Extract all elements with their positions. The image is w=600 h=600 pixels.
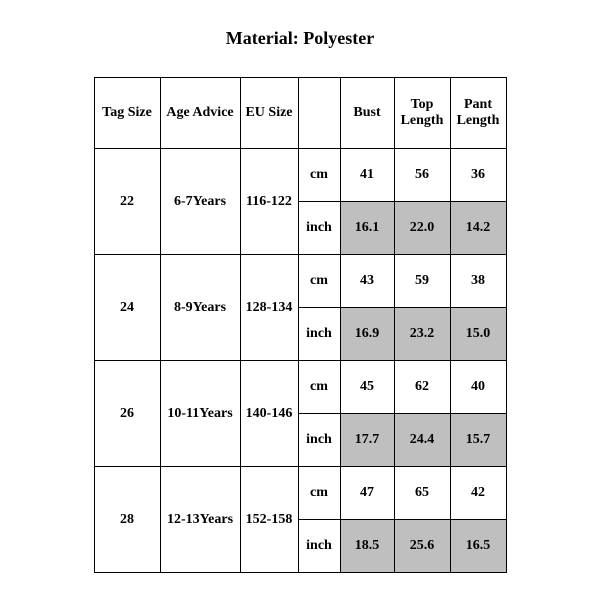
cell-unit-cm: cm [298, 149, 340, 202]
cell-pant-length: 38 [450, 255, 506, 308]
cell-pant-length: 15.0 [450, 308, 506, 361]
cell-top-length: 24.4 [394, 414, 450, 467]
cell-pant-length: 42 [450, 467, 506, 520]
col-eu-size: EU Size [240, 78, 298, 149]
cell-pant-length: 40 [450, 361, 506, 414]
cell-unit-inch: inch [298, 520, 340, 573]
cell-eu-size: 140-146 [240, 361, 298, 467]
cell-unit-cm: cm [298, 255, 340, 308]
cell-unit-inch: inch [298, 308, 340, 361]
cell-age-advice: 8-9Years [160, 255, 240, 361]
size-chart-table: Tag Size Age Advice EU Size Bust Top Len… [94, 77, 507, 573]
cell-top-length: 56 [394, 149, 450, 202]
col-bust: Bust [340, 78, 394, 149]
table-row: 26 10-11Years 140-146 cm 45 62 40 [94, 361, 506, 414]
cell-unit-cm: cm [298, 361, 340, 414]
cell-unit-inch: inch [298, 202, 340, 255]
cell-eu-size: 128-134 [240, 255, 298, 361]
col-top-length: Top Length [394, 78, 450, 149]
table-row: 28 12-13Years 152-158 cm 47 65 42 [94, 467, 506, 520]
cell-bust: 45 [340, 361, 394, 414]
cell-top-length: 25.6 [394, 520, 450, 573]
cell-age-advice: 12-13Years [160, 467, 240, 573]
cell-unit-cm: cm [298, 467, 340, 520]
cell-bust: 18.5 [340, 520, 394, 573]
cell-pant-length: 16.5 [450, 520, 506, 573]
col-pant-length: Pant Length [450, 78, 506, 149]
cell-pant-length: 14.2 [450, 202, 506, 255]
col-tag-size: Tag Size [94, 78, 160, 149]
cell-top-length: 22.0 [394, 202, 450, 255]
cell-pant-length: 36 [450, 149, 506, 202]
cell-top-length: 23.2 [394, 308, 450, 361]
cell-bust: 47 [340, 467, 394, 520]
cell-bust: 16.1 [340, 202, 394, 255]
cell-unit-inch: inch [298, 414, 340, 467]
page: Material: Polyester Tag Size Age Advice … [0, 0, 600, 600]
cell-tag-size: 24 [94, 255, 160, 361]
cell-eu-size: 116-122 [240, 149, 298, 255]
cell-bust: 43 [340, 255, 394, 308]
cell-tag-size: 28 [94, 467, 160, 573]
cell-tag-size: 22 [94, 149, 160, 255]
cell-top-length: 59 [394, 255, 450, 308]
table-row: 24 8-9Years 128-134 cm 43 59 38 [94, 255, 506, 308]
cell-tag-size: 26 [94, 361, 160, 467]
cell-bust: 41 [340, 149, 394, 202]
cell-top-length: 65 [394, 467, 450, 520]
cell-top-length: 62 [394, 361, 450, 414]
page-title: Material: Polyester [0, 28, 600, 49]
table-row: 22 6-7Years 116-122 cm 41 56 36 [94, 149, 506, 202]
cell-pant-length: 15.7 [450, 414, 506, 467]
cell-eu-size: 152-158 [240, 467, 298, 573]
col-unit [298, 78, 340, 149]
cell-age-advice: 6-7Years [160, 149, 240, 255]
table-header-row: Tag Size Age Advice EU Size Bust Top Len… [94, 78, 506, 149]
col-age-advice: Age Advice [160, 78, 240, 149]
cell-age-advice: 10-11Years [160, 361, 240, 467]
cell-bust: 17.7 [340, 414, 394, 467]
cell-bust: 16.9 [340, 308, 394, 361]
